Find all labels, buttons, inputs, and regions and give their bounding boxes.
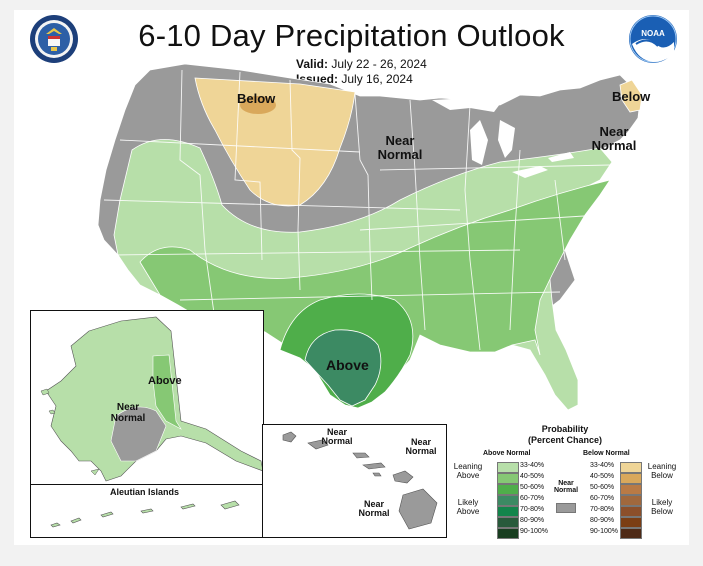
hawaii-inset [262,424,447,538]
legend-title-2: (Percent Chance) [527,435,603,445]
label-near-normal-north: Near Normal [377,133,423,162]
noaa-logo-icon: NOAA [629,15,677,63]
legend-below-bin-label: 40-50% [590,473,615,480]
label-below-northeast: Below [612,89,651,104]
legend-below-swatch [620,462,642,473]
below-40-50-region [240,96,276,114]
aleutian-map [50,500,240,528]
label-hawaii-near-normal-1: Near Normal [321,427,353,447]
legend-below-bin-label: 70-80% [590,506,615,513]
legend-above-swatch [497,528,519,539]
legend-above-swatch [497,473,519,484]
legend-below-swatch [620,484,642,495]
legend-below-bin-label: 80-90% [590,517,615,524]
above-60-70-region [304,329,382,407]
label-alaska-near-normal: Near Normal [110,402,146,424]
legend-below-swatch [620,506,642,517]
label-above-texas: Above [326,357,369,373]
legend-near-swatch [556,503,576,513]
legend-above-bin-label: 70-80% [520,506,545,513]
valid-value: July 22 - 26, 2024 [331,57,427,71]
label-near-normal-northeast: Near Normal [591,124,637,153]
legend-above-swatch [497,506,519,517]
legend-below-bin-label: 33-40% [590,462,615,469]
state-borders [103,69,611,351]
legend-leaning-above: Leaning Above [453,462,483,480]
legend-below-bin-label: 60-70% [590,495,615,502]
legend-above-bin-label: 60-70% [520,495,545,502]
legend-above-bin-label: 90-100% [520,528,549,535]
legend-below-header: Below Normal [583,450,630,457]
legend-below-swatch [620,495,642,506]
legend-near-label: Near Normal [553,480,579,494]
valid-line: Valid: July 22 - 26, 2024 [296,57,427,71]
noaa-logo-text: NOAA [641,29,665,38]
legend-below-swatch [620,528,642,539]
legend-above-swatch [497,495,519,506]
legend-above-swatch [497,484,519,495]
legend-above-bin-label: 80-90% [520,517,545,524]
alaska-near-normal-region [110,406,167,462]
legend-below-swatch [620,517,642,528]
aleutian-inset [30,484,264,538]
legend-above-bin-label: 40-50% [520,473,545,480]
legend-above-swatch [497,462,519,473]
label-below-plains: Below [237,91,276,106]
legend-above-header: Above Normal [483,450,531,457]
legend-below-bin-label: 50-60% [590,484,615,491]
legend-leaning-below: Leaning Below [647,462,677,480]
legend-below-swatch [620,473,642,484]
legend-above-bin-label: 50-60% [520,484,545,491]
valid-label: Valid: [296,57,329,71]
hawaii-map [282,431,438,530]
label-aleutian: Aleutian Islands [110,487,180,497]
legend-likely-above: Likely Above [456,498,480,516]
page-title: 6-10 Day Precipitation Outlook [138,18,565,53]
label-hawaii-near-normal-2: Near Normal [405,437,437,457]
legend-above-bin-label: 33-40% [520,462,545,469]
legend-title-1: Probability [541,424,589,434]
alaska-above-40-50-region [152,354,182,430]
below-northeast-region [619,79,643,113]
great-lakes [432,98,574,178]
legend-above-swatch [497,517,519,528]
commerce-seal-icon [30,15,78,63]
legend-likely-below: Likely Below [651,498,673,516]
label-alaska-above: Above [148,375,182,387]
legend-below-bin-label: 90-100% [590,528,619,535]
alaska-map [40,316,264,482]
issued-value: July 16, 2024 [341,72,413,86]
alaska-above-33-40-region [45,316,264,482]
alaska-inset [30,310,264,486]
alaska-islands [40,388,100,476]
label-hawaii-near-normal-3: Near Normal [358,499,390,519]
